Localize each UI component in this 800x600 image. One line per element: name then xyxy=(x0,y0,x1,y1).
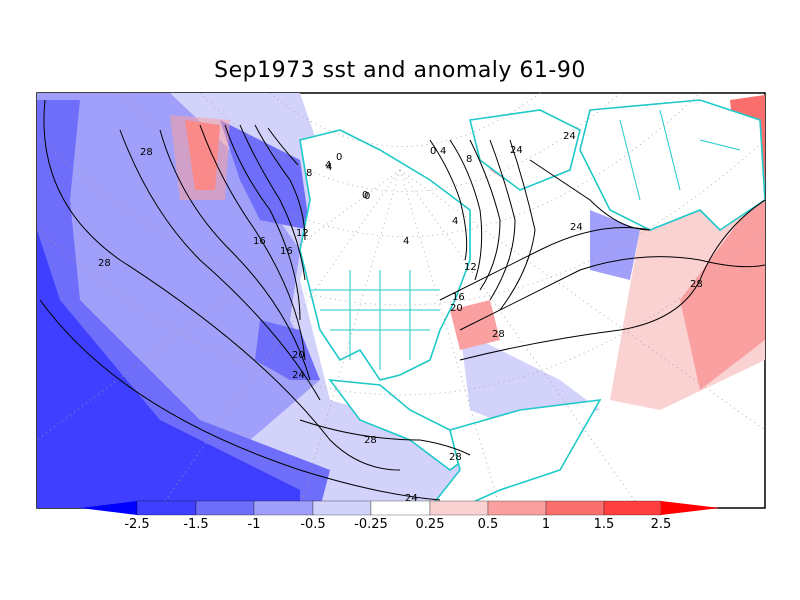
contour-label: 4 xyxy=(325,160,331,171)
contour-label: 12 xyxy=(464,262,477,273)
contour-label: 4 xyxy=(440,146,446,157)
colorbar-tick-label: 0.25 xyxy=(416,517,445,532)
contour-label: 16 xyxy=(280,246,293,257)
greenland-land xyxy=(469,109,581,191)
anomaly-fill-red-gulfstream xyxy=(450,300,500,350)
colorbar-bin xyxy=(80,501,137,515)
colorbar-bin xyxy=(195,500,255,516)
contour-label: 12 xyxy=(296,228,309,239)
graticule xyxy=(37,93,765,508)
colorbar-tick-label: -1.5 xyxy=(183,517,208,532)
contour-label: 24 xyxy=(563,131,576,142)
contour-label: 0 xyxy=(336,152,342,163)
colorbar-bin xyxy=(487,500,547,516)
contour-label: 20 xyxy=(450,303,463,314)
contour-label: 4 xyxy=(403,236,409,247)
europe-africa-land xyxy=(579,99,765,232)
contour-label: 24 xyxy=(292,370,305,381)
contour-label: 8 xyxy=(466,154,472,165)
contour-label: 28 xyxy=(690,279,703,290)
colorbar-bin xyxy=(661,501,720,515)
colorbar-tick-label: 0.5 xyxy=(478,517,499,532)
contour-label: 24 xyxy=(510,145,523,156)
colorbar-tick-label: 1.5 xyxy=(594,517,615,532)
north-america-land xyxy=(299,129,471,381)
colorbar-tick-label: 2.5 xyxy=(651,517,672,532)
contour-label: 0 xyxy=(364,191,370,202)
colorbar-bin xyxy=(253,500,314,516)
contour-label: 16 xyxy=(253,236,266,247)
colorbar-bin xyxy=(545,500,605,516)
sst-contours xyxy=(39,99,765,501)
contour-label: 28 xyxy=(492,329,505,340)
contour-label: 28 xyxy=(449,452,462,463)
contour-label: 28 xyxy=(364,435,377,446)
state-boundaries xyxy=(310,109,741,370)
south-america-land xyxy=(428,399,602,508)
contour-label: 28 xyxy=(98,258,111,269)
contour-label: 4 xyxy=(326,162,332,173)
anomaly-fill-blue-baja xyxy=(255,320,320,380)
colorbar-ticks: -2.5 -1.5 -1 -0.5 -0.25 0.25 0.5 1 1.5 2… xyxy=(124,517,671,532)
colorbar-tick-label: -0.25 xyxy=(354,517,388,532)
colorbar-bin xyxy=(370,500,431,516)
colorbar-bin xyxy=(136,500,197,516)
contour-label: 28 xyxy=(140,147,153,158)
contour-label: 24 xyxy=(405,493,418,504)
anomaly-fill-red-pacific-halo xyxy=(170,115,230,200)
contour-label: 4 xyxy=(452,216,458,227)
contour-label: 8 xyxy=(306,168,312,179)
anomaly-fill-blue-dark xyxy=(37,230,300,508)
contour-labels: 28 28 28 24 20 16 12 8 4 0 0 0 4 4 8 4 1… xyxy=(98,131,703,504)
colorbar-tick-label: -0.5 xyxy=(300,517,325,532)
colorbar xyxy=(80,500,720,516)
anomaly-fill-red-atlantic-east-core xyxy=(680,200,765,390)
colorbar-bin xyxy=(312,500,372,516)
contour-label: 0 xyxy=(362,190,368,201)
contour-label: 24 xyxy=(570,222,583,233)
colorbar-bin xyxy=(603,500,662,516)
contour-label: 16 xyxy=(452,292,465,303)
colorbar-tick-label: -2.5 xyxy=(124,517,149,532)
colorbar-tick-label: 1 xyxy=(542,517,550,532)
contour-label: 20 xyxy=(292,350,305,361)
colorbar-tick-label: -1 xyxy=(248,517,261,532)
colorbar-bin xyxy=(429,500,489,516)
contour-label: 0 xyxy=(430,146,436,157)
map-title: Sep1973 sst and anomaly 61-90 xyxy=(214,58,586,83)
